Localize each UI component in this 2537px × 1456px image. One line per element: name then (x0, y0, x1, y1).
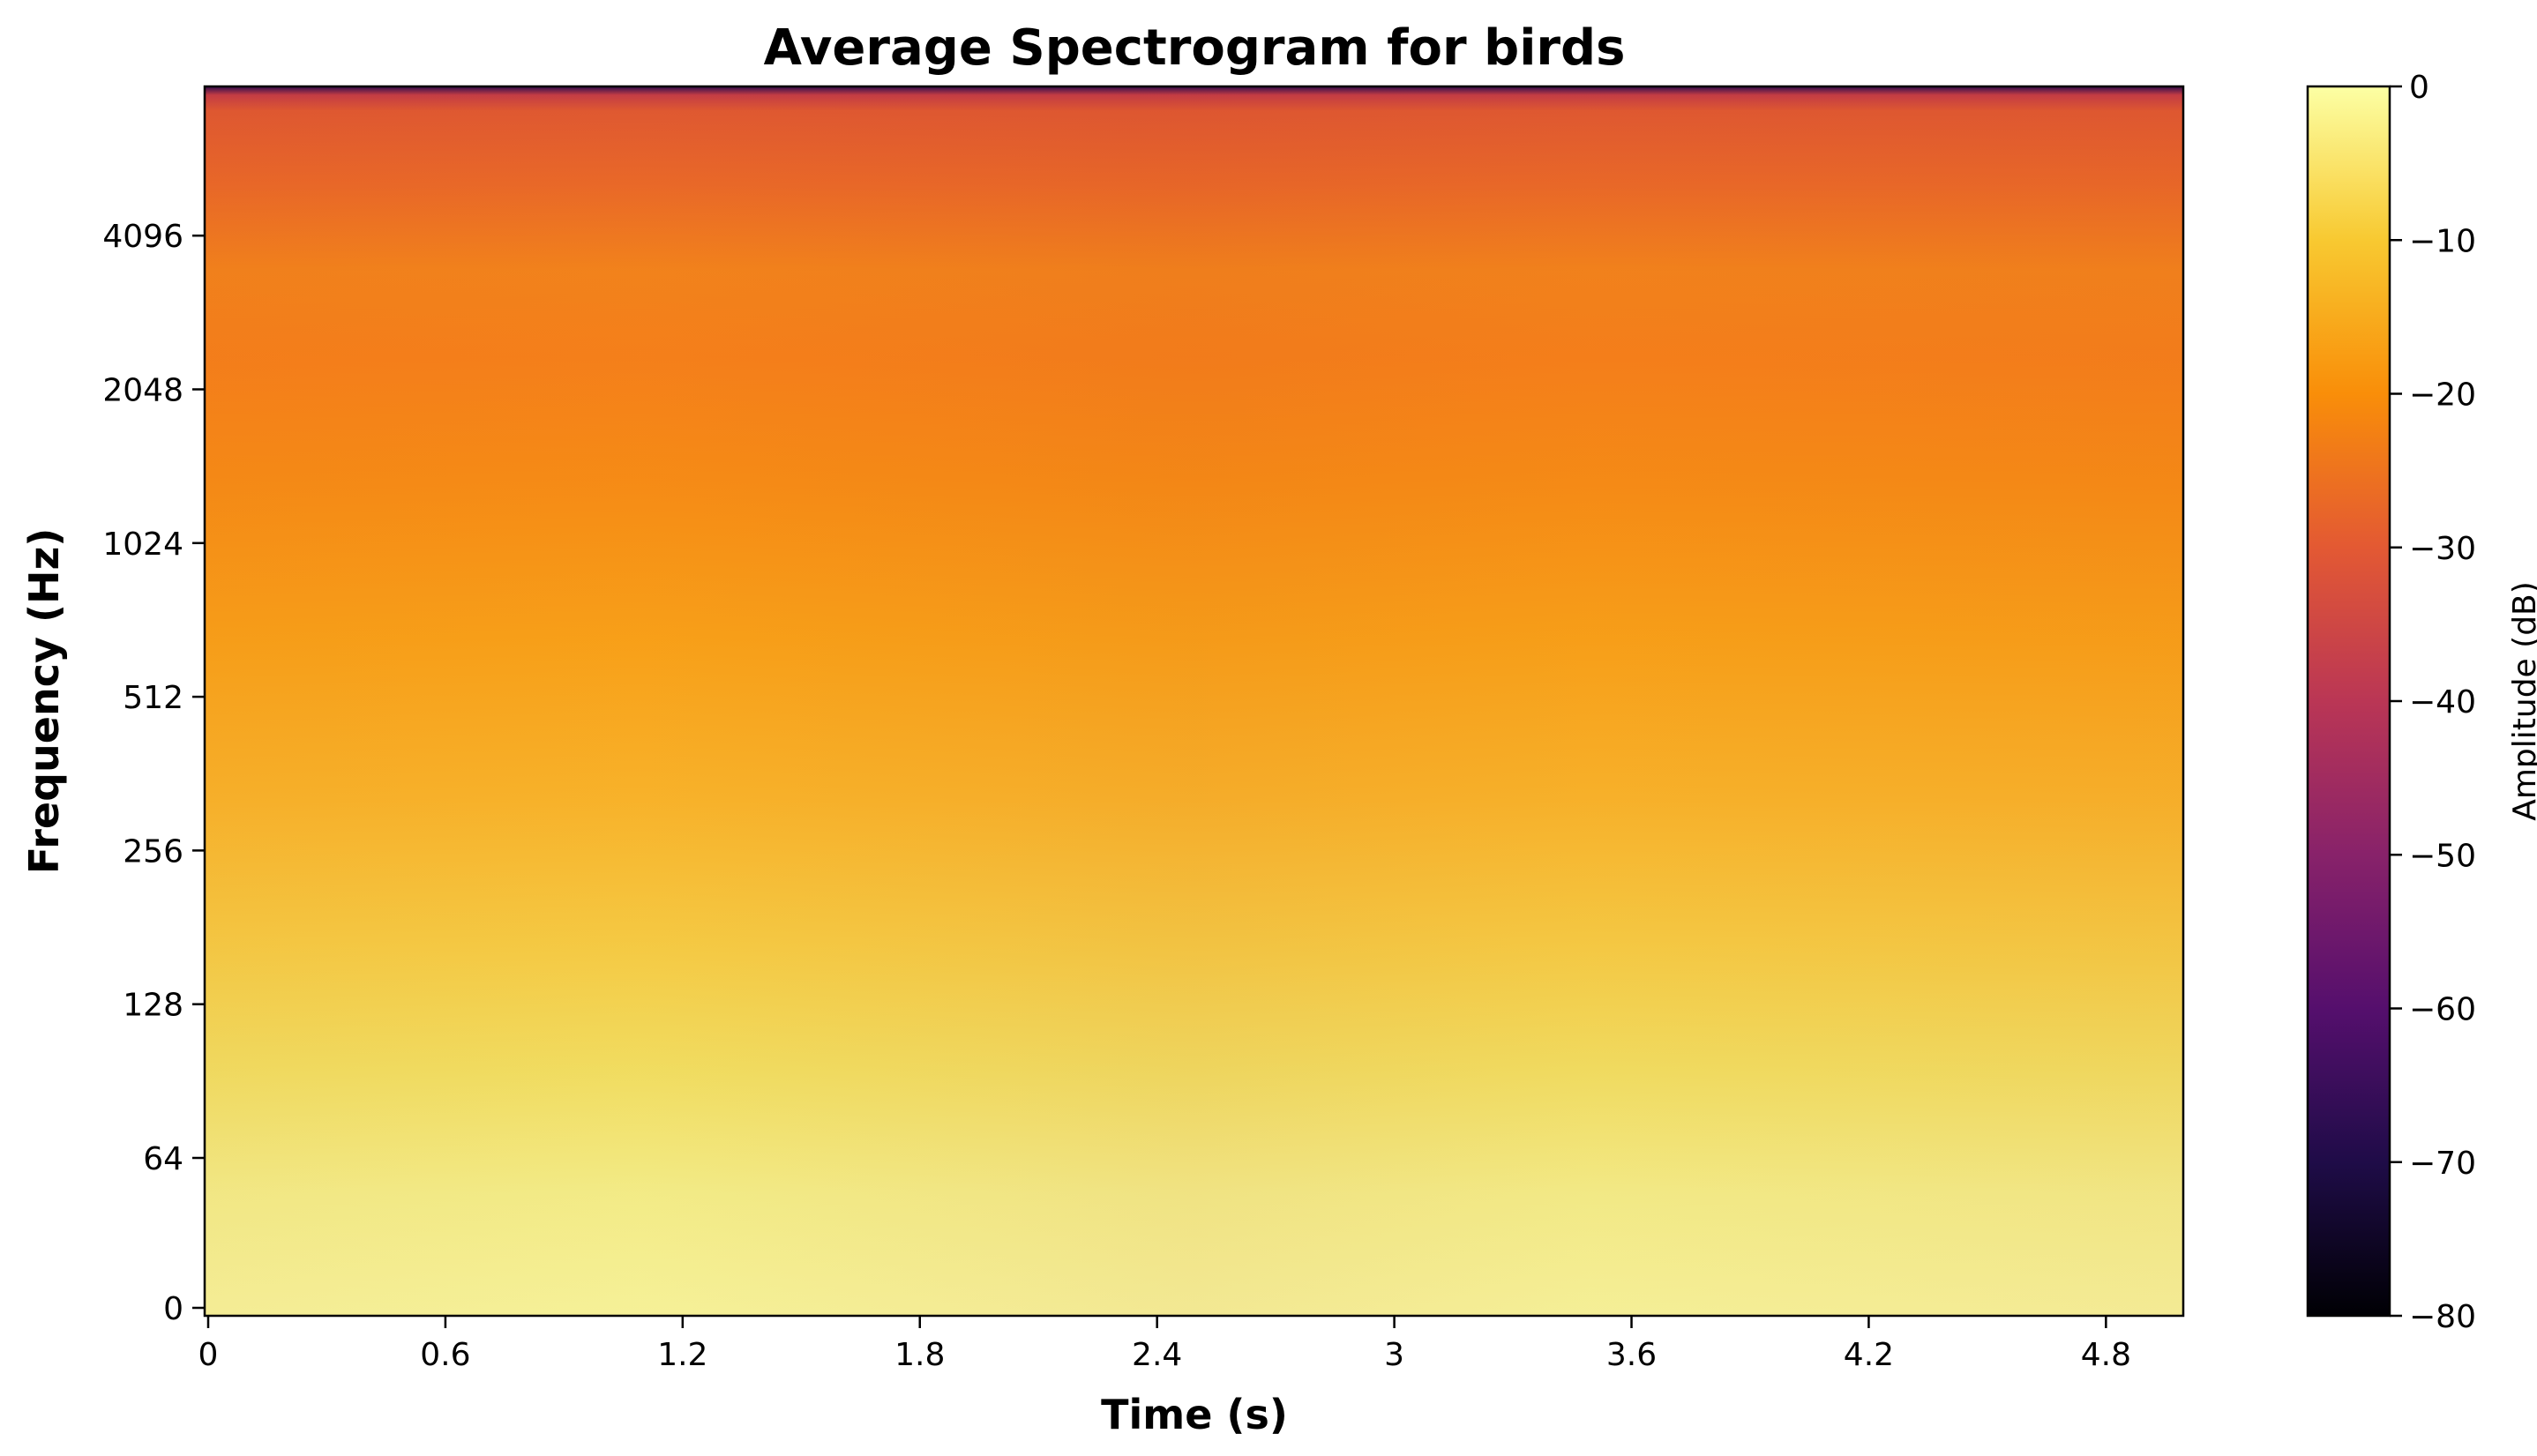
y-tick-label: 256 (123, 833, 183, 870)
heatmap-shading (205, 86, 2183, 1316)
colorbar-tick-label: −50 (2409, 838, 2476, 874)
colorbar-tick-label: −10 (2409, 223, 2476, 259)
colorbar-tick-label: −40 (2409, 684, 2476, 721)
x-tick-label: 3 (1384, 1337, 1404, 1373)
plot-frame (203, 85, 2185, 1318)
y-tick-label: 4096 (102, 219, 183, 255)
y-tick-label: 2048 (102, 373, 183, 409)
chart-title: Average Spectrogram for birds (764, 19, 1626, 77)
colorbar-tick-label: −70 (2409, 1146, 2476, 1182)
colorbar (2306, 85, 2391, 1318)
x-tick-label: 3.6 (1606, 1337, 1657, 1373)
y-tick-label: 1024 (102, 526, 183, 563)
x-tick-label: 4.8 (2081, 1337, 2131, 1373)
x-tick-label: 2.4 (1132, 1337, 1182, 1373)
colorbar-label: Amplitude (dB) (2507, 581, 2537, 821)
colorbar-ticks: 0 −10 −20 −30 −40 −50 −60 −70 −80 (2390, 70, 2476, 1335)
y-tick-label: 64 (143, 1141, 183, 1177)
y-axis-label: Frequency (Hz) (20, 528, 68, 875)
colorbar-tick-label: 0 (2409, 70, 2429, 106)
x-tick-label: 0.6 (420, 1337, 470, 1373)
colorbar-tick-label: −20 (2409, 377, 2476, 414)
x-tick-label: 4.2 (1844, 1337, 1894, 1373)
colorbar-tick-label: −30 (2409, 531, 2476, 567)
colorbar-tick-label: −60 (2409, 992, 2476, 1028)
x-tick-label: 0 (198, 1337, 219, 1373)
colorbar-tick-label: −80 (2409, 1299, 2476, 1335)
x-axis-ticks: 0 0.6 1.2 1.8 2.4 3 3.6 4.2 4.8 (198, 1316, 2131, 1373)
spectrogram-heatmap (205, 86, 2183, 1316)
x-axis-label: Time (s) (1101, 1391, 1288, 1438)
y-tick-label: 0 (163, 1291, 183, 1327)
x-tick-label: 1.2 (657, 1337, 707, 1373)
y-tick-label: 128 (123, 988, 183, 1024)
y-tick-label: 512 (123, 680, 183, 716)
x-tick-label: 1.8 (894, 1337, 945, 1373)
y-axis-ticks: 0 64 128 256 512 1024 2048 4096 (102, 219, 205, 1327)
